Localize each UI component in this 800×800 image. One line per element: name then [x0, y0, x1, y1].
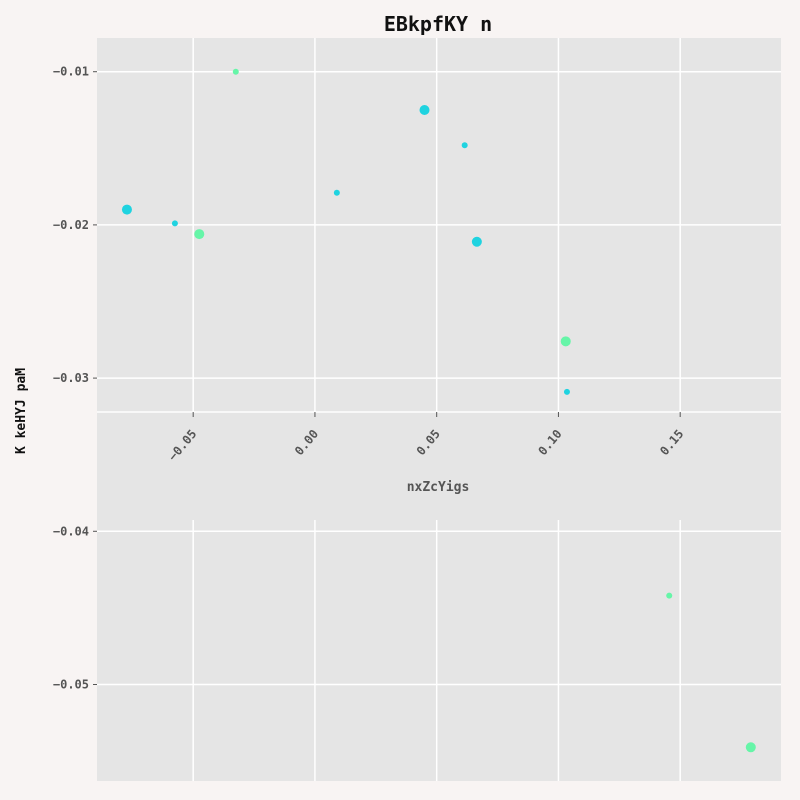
x-axis-label-zone [97, 412, 781, 520]
data-point [232, 68, 239, 75]
data-point [745, 742, 756, 753]
y-tick-label: −0.05 [53, 677, 89, 691]
y-tick-label: −0.04 [53, 524, 89, 538]
chart-title: EBkpfKY n [384, 12, 492, 36]
x-axis-band [97, 411, 781, 520]
y-axis-label: K keHYJ paM [14, 368, 29, 454]
data-point [333, 189, 340, 196]
data-point [563, 388, 570, 395]
x-axis-label: nxZcYigs [407, 480, 470, 495]
data-point [194, 229, 205, 240]
data-point [560, 336, 571, 347]
y-tick-label: −0.02 [53, 218, 89, 232]
data-point [121, 204, 132, 215]
data-point [171, 220, 178, 227]
plot-background [97, 38, 781, 781]
data-point [666, 592, 673, 599]
y-tick-label: −0.03 [53, 371, 89, 385]
data-point [471, 236, 482, 247]
data-point [461, 142, 468, 149]
data-points [121, 68, 756, 753]
y-axis-ticks: −0.01 −0.02 −0.03 −0.04 −0.05 [53, 65, 97, 691]
data-point [419, 105, 430, 116]
y-tick-label: −0.01 [53, 65, 89, 79]
grid-lines [97, 38, 781, 781]
